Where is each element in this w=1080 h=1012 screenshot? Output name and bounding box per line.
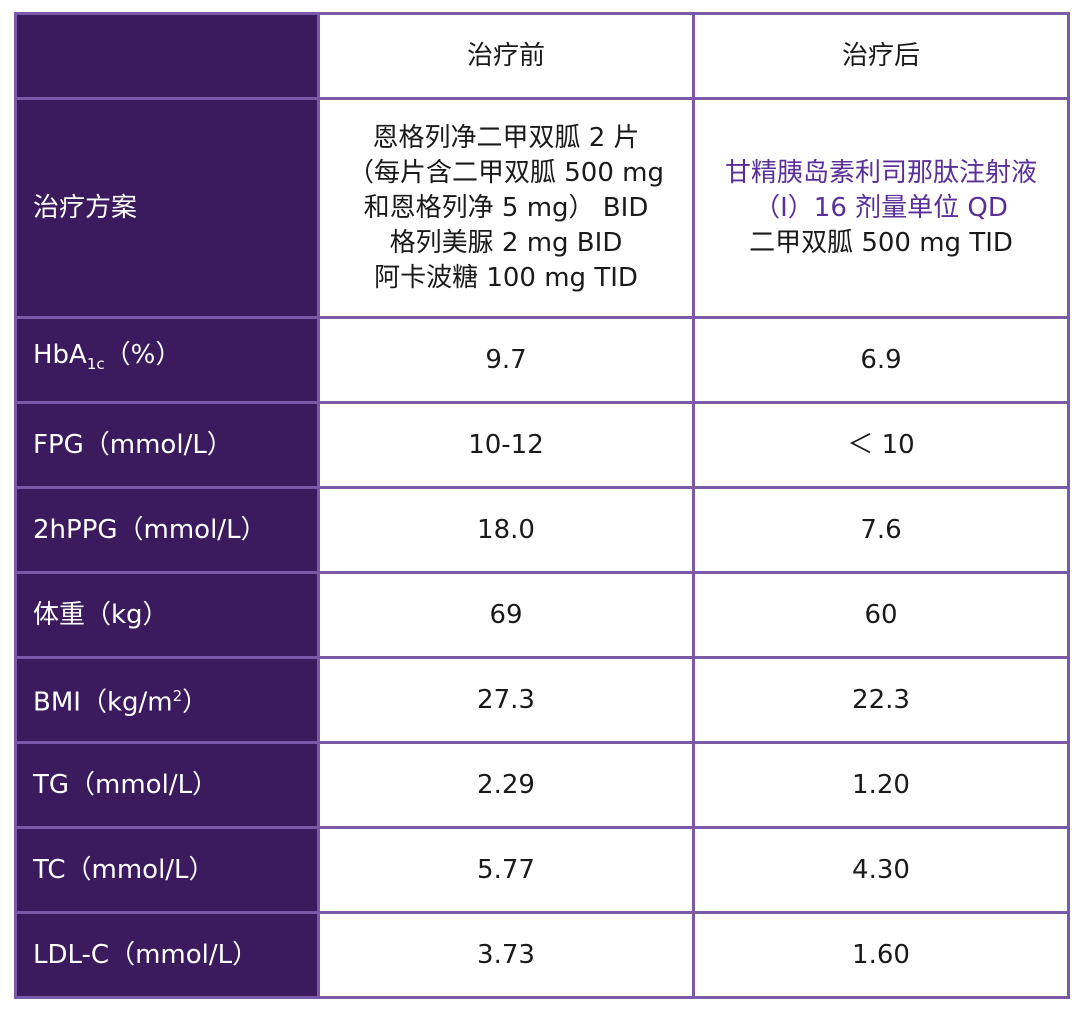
- value-after: 22.3: [692, 656, 1070, 744]
- value-after: 1.20: [692, 741, 1070, 829]
- plan-line: （每片含二甲双胍 500 mg: [348, 157, 664, 188]
- label-part: 2hPPG（mmol/L）: [33, 514, 267, 545]
- header-row: 治疗前 治疗后: [14, 12, 1070, 100]
- row-label: TG（mmol/L）: [14, 741, 320, 829]
- label-part: ）: [182, 687, 209, 718]
- value-after: 7.6: [692, 486, 1070, 574]
- label-part: （%）: [104, 339, 182, 370]
- label-part: LDL-C（mmol/L）: [33, 939, 259, 970]
- plan-line: 甘精胰岛素利司那肽注射液: [724, 157, 1037, 188]
- plan-line: 和恩格列净 5 mg） BID: [363, 192, 649, 223]
- label-part: 1c: [86, 355, 105, 374]
- plan-line: 格列美脲 2 mg BID: [389, 227, 623, 258]
- data-row: BMI（kg/m2） 27.3 22.3: [14, 656, 1070, 744]
- value-before: 9.7: [317, 316, 695, 404]
- value-after: 60: [692, 571, 1070, 659]
- data-row: 2hPPG（mmol/L） 18.0 7.6: [14, 486, 1070, 574]
- label-part: TG（mmol/L）: [33, 769, 219, 800]
- data-row: 体重（kg） 69 60: [14, 571, 1070, 659]
- row-label: 治疗方案: [14, 97, 320, 319]
- value-before: 18.0: [317, 486, 695, 574]
- data-row: TG（mmol/L） 2.29 1.20: [14, 741, 1070, 829]
- header-cell: 治疗前: [317, 12, 695, 100]
- value-before: 10-12: [317, 401, 695, 489]
- row-label: FPG（mmol/L）: [14, 401, 320, 489]
- value-after: 4.30: [692, 826, 1070, 914]
- value-before: 69: [317, 571, 695, 659]
- label-part: 体重（kg）: [33, 599, 169, 630]
- label-part: BMI（kg/m: [33, 687, 173, 718]
- row-label: 2hPPG（mmol/L）: [14, 486, 320, 574]
- row-label: BMI（kg/m2）: [14, 656, 320, 744]
- data-row: LDL-C（mmol/L） 3.73 1.60: [14, 911, 1070, 999]
- plan-row: 治疗方案 恩格列净二甲双胍 2 片 （每片含二甲双胍 500 mg 和恩格列净 5 …: [14, 97, 1070, 319]
- value-before: 3.73: [317, 911, 695, 999]
- value-after: 6.9: [692, 316, 1070, 404]
- plan-before: 恩格列净二甲双胍 2 片 （每片含二甲双胍 500 mg 和恩格列净 5 mg） B…: [317, 97, 695, 319]
- data-row: TC（mmol/L） 5.77 4.30: [14, 826, 1070, 914]
- header-cell: 治疗后: [692, 12, 1070, 100]
- value-after: ＜ 10: [692, 401, 1070, 489]
- value-before: 5.77: [317, 826, 695, 914]
- table-body: 治疗前 治疗后 治疗方案 恩格列净二甲双胍 2 片 （每片含二甲双胍 500 mg…: [14, 12, 1070, 999]
- row-label: LDL-C（mmol/L）: [14, 911, 320, 999]
- label-part: 2: [172, 687, 183, 706]
- row-label: 体重（kg）: [14, 571, 320, 659]
- value-before: 27.3: [317, 656, 695, 744]
- data-row: HbA1c（%） 9.7 6.9: [14, 316, 1070, 404]
- data-row: FPG（mmol/L） 10-12 ＜ 10: [14, 401, 1070, 489]
- label-part: HbA: [33, 339, 87, 370]
- corner-cell: [14, 12, 320, 100]
- row-label: TC（mmol/L）: [14, 826, 320, 914]
- value-after: 1.60: [692, 911, 1070, 999]
- label-part: FPG（mmol/L）: [33, 429, 233, 460]
- data-table: 治疗前 治疗后 治疗方案 恩格列净二甲双胍 2 片 （每片含二甲双胍 500 mg…: [14, 12, 1070, 999]
- plan-line: 阿卡波糖 100 mg TID: [374, 262, 638, 293]
- label-part: TC（mmol/L）: [33, 854, 215, 885]
- plan-line: 恩格列净二甲双胍 2 片: [372, 122, 640, 153]
- row-label: HbA1c（%）: [14, 316, 320, 404]
- plan-after: 甘精胰岛素利司那肽注射液 （Ⅰ）16 剂量单位 QD 二甲双胍 500 mg TID: [692, 97, 1070, 319]
- value-before: 2.29: [317, 741, 695, 829]
- plan-line: 二甲双胍 500 mg TID: [749, 227, 1013, 258]
- plan-line: （Ⅰ）16 剂量单位 QD: [754, 192, 1008, 223]
